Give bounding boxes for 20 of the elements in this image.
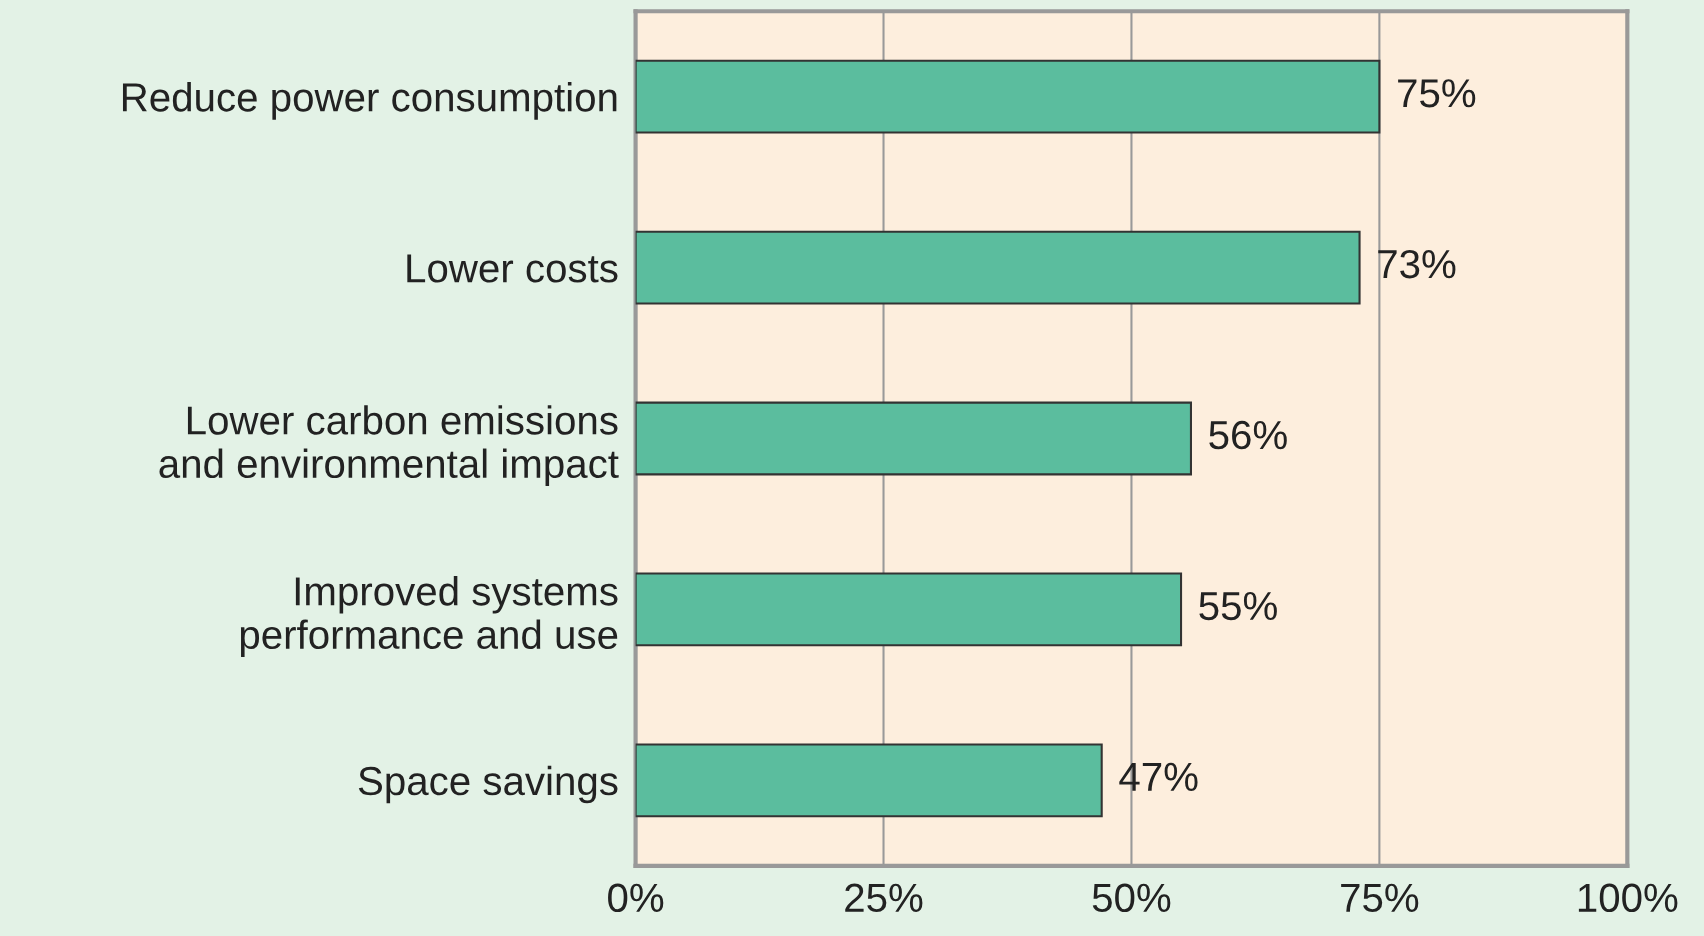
x-tick-label: 75% xyxy=(1341,883,1419,913)
y-tick-label: Space savings xyxy=(358,765,618,804)
bar xyxy=(635,230,1361,305)
y-tick-label: Lower costs xyxy=(407,254,618,283)
y-tick-label: Improved systems performance and use xyxy=(240,576,618,657)
data-label: 56% xyxy=(1209,420,1287,450)
bar xyxy=(635,401,1192,476)
x-tick-label: 100% xyxy=(1578,883,1678,913)
data-label: 47% xyxy=(1119,762,1198,791)
bar xyxy=(635,743,1103,818)
data-label: 73% xyxy=(1378,249,1456,279)
x-tick-label: 25% xyxy=(845,883,923,913)
x-tick-label: 50% xyxy=(1092,883,1171,913)
bar xyxy=(635,572,1183,647)
y-tick-label: Reduce power consumption xyxy=(122,82,617,120)
data-label: 55% xyxy=(1199,591,1277,621)
bar xyxy=(635,59,1381,134)
y-tick-label: Lower carbon emissions and environmental impact xyxy=(159,405,619,487)
x-tick-label: 0% xyxy=(608,883,664,913)
data-label: 75% xyxy=(1398,79,1476,108)
